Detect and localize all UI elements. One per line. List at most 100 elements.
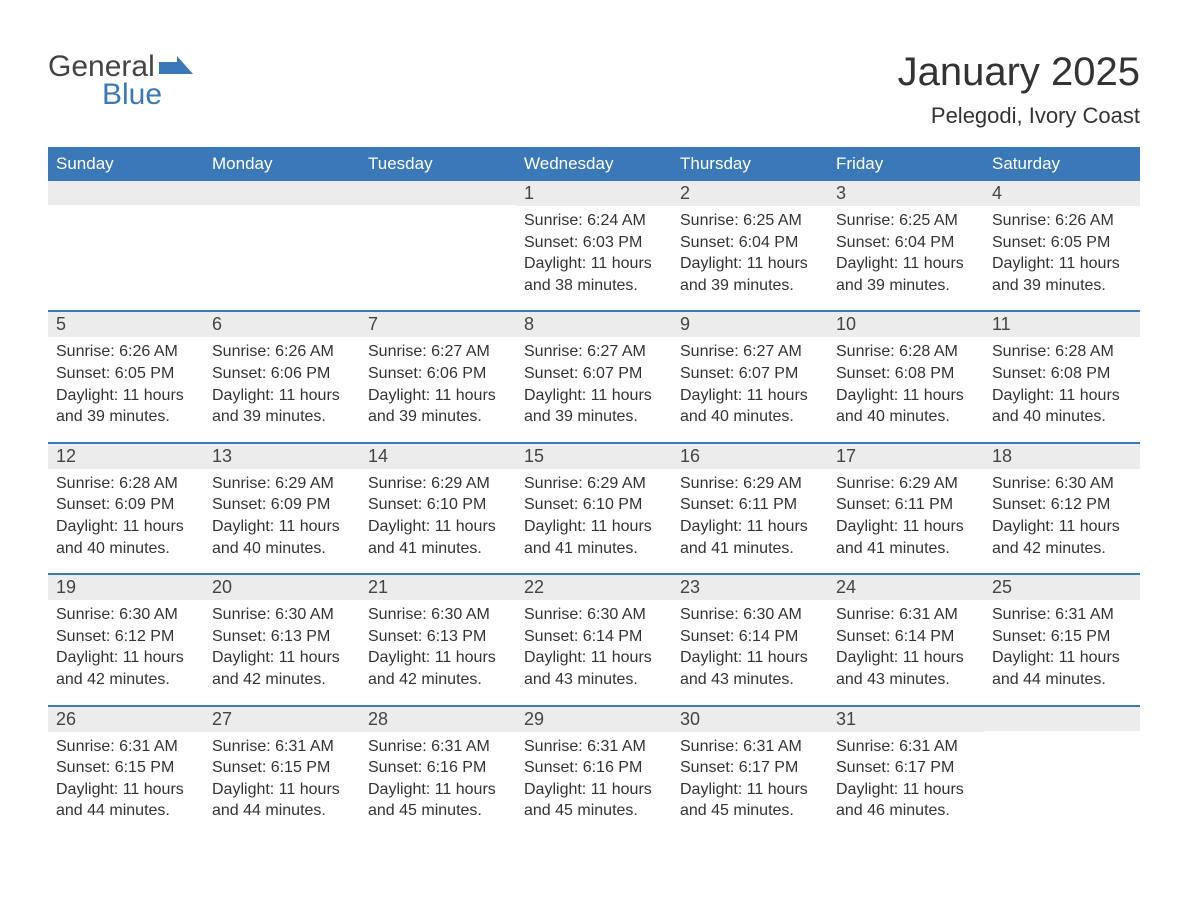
sunrise-text: Sunrise: 6:31 AM xyxy=(524,736,664,758)
sunrise-text: Sunrise: 6:29 AM xyxy=(368,473,508,495)
day-header-wednesday: Wednesday xyxy=(516,147,672,181)
day-header-row: SundayMondayTuesdayWednesdayThursdayFrid… xyxy=(48,147,1140,181)
daylight-text: Daylight: 11 hours and 43 minutes. xyxy=(524,647,664,690)
cell-body: Sunrise: 6:30 AMSunset: 6:13 PMDaylight:… xyxy=(360,600,516,704)
sunrise-text: Sunrise: 6:31 AM xyxy=(680,736,820,758)
sunset-text: Sunset: 6:12 PM xyxy=(56,626,196,648)
logo-word2: Blue xyxy=(102,78,162,112)
day-number: 8 xyxy=(516,312,672,337)
day-number: 27 xyxy=(204,707,360,732)
calendar-cell: 2Sunrise: 6:25 AMSunset: 6:04 PMDaylight… xyxy=(672,181,828,310)
daylight-text: Daylight: 11 hours and 41 minutes. xyxy=(680,516,820,559)
sunrise-text: Sunrise: 6:30 AM xyxy=(368,604,508,626)
daylight-text: Daylight: 11 hours and 40 minutes. xyxy=(56,516,196,559)
calendar-cell: 19Sunrise: 6:30 AMSunset: 6:12 PMDayligh… xyxy=(48,575,204,704)
cell-body: Sunrise: 6:27 AMSunset: 6:06 PMDaylight:… xyxy=(360,337,516,441)
cell-body: Sunrise: 6:27 AMSunset: 6:07 PMDaylight:… xyxy=(516,337,672,441)
day-number: 5 xyxy=(48,312,204,337)
sunset-text: Sunset: 6:04 PM xyxy=(836,232,976,254)
cell-body: Sunrise: 6:29 AMSunset: 6:10 PMDaylight:… xyxy=(516,469,672,573)
sunset-text: Sunset: 6:06 PM xyxy=(212,363,352,385)
sunrise-text: Sunrise: 6:31 AM xyxy=(368,736,508,758)
location: Pelegodi, Ivory Coast xyxy=(898,103,1140,129)
sunrise-text: Sunrise: 6:25 AM xyxy=(680,210,820,232)
sunset-text: Sunset: 6:08 PM xyxy=(992,363,1132,385)
day-number: 24 xyxy=(828,575,984,600)
day-number: 29 xyxy=(516,707,672,732)
month-title: January 2025 xyxy=(898,50,1140,95)
day-header-tuesday: Tuesday xyxy=(360,147,516,181)
day-number xyxy=(984,707,1140,731)
cell-body: Sunrise: 6:25 AMSunset: 6:04 PMDaylight:… xyxy=(672,206,828,310)
daylight-text: Daylight: 11 hours and 41 minutes. xyxy=(836,516,976,559)
sunset-text: Sunset: 6:08 PM xyxy=(836,363,976,385)
daylight-text: Daylight: 11 hours and 39 minutes. xyxy=(56,385,196,428)
daylight-text: Daylight: 11 hours and 40 minutes. xyxy=(212,516,352,559)
header: General Blue January 2025 Pelegodi, Ivor… xyxy=(48,50,1140,129)
cell-body: Sunrise: 6:31 AMSunset: 6:17 PMDaylight:… xyxy=(828,732,984,836)
cell-body xyxy=(360,205,516,223)
cell-body: Sunrise: 6:30 AMSunset: 6:14 PMDaylight:… xyxy=(516,600,672,704)
logo-flag-icon xyxy=(159,56,193,81)
cell-body: Sunrise: 6:29 AMSunset: 6:11 PMDaylight:… xyxy=(672,469,828,573)
cell-body: Sunrise: 6:28 AMSunset: 6:08 PMDaylight:… xyxy=(984,337,1140,441)
calendar-cell: 1Sunrise: 6:24 AMSunset: 6:03 PMDaylight… xyxy=(516,181,672,310)
calendar-cell: 18Sunrise: 6:30 AMSunset: 6:12 PMDayligh… xyxy=(984,444,1140,573)
cell-body: Sunrise: 6:27 AMSunset: 6:07 PMDaylight:… xyxy=(672,337,828,441)
sunrise-text: Sunrise: 6:31 AM xyxy=(836,736,976,758)
cell-body xyxy=(204,205,360,223)
sunset-text: Sunset: 6:07 PM xyxy=(524,363,664,385)
sunrise-text: Sunrise: 6:26 AM xyxy=(992,210,1132,232)
day-number: 28 xyxy=(360,707,516,732)
week-row: 1Sunrise: 6:24 AMSunset: 6:03 PMDaylight… xyxy=(48,181,1140,310)
daylight-text: Daylight: 11 hours and 38 minutes. xyxy=(524,253,664,296)
logo: General Blue xyxy=(48,50,193,112)
day-header-sunday: Sunday xyxy=(48,147,204,181)
sunset-text: Sunset: 6:07 PM xyxy=(680,363,820,385)
calendar-cell: 28Sunrise: 6:31 AMSunset: 6:16 PMDayligh… xyxy=(360,707,516,836)
calendar-cell: 20Sunrise: 6:30 AMSunset: 6:13 PMDayligh… xyxy=(204,575,360,704)
sunrise-text: Sunrise: 6:26 AM xyxy=(56,341,196,363)
day-number: 3 xyxy=(828,181,984,206)
calendar-cell: 10Sunrise: 6:28 AMSunset: 6:08 PMDayligh… xyxy=(828,312,984,441)
sunrise-text: Sunrise: 6:31 AM xyxy=(56,736,196,758)
sunset-text: Sunset: 6:17 PM xyxy=(836,757,976,779)
sunset-text: Sunset: 6:16 PM xyxy=(524,757,664,779)
calendar-cell: 22Sunrise: 6:30 AMSunset: 6:14 PMDayligh… xyxy=(516,575,672,704)
day-number: 23 xyxy=(672,575,828,600)
cell-body: Sunrise: 6:30 AMSunset: 6:12 PMDaylight:… xyxy=(48,600,204,704)
calendar-cell: 27Sunrise: 6:31 AMSunset: 6:15 PMDayligh… xyxy=(204,707,360,836)
day-number: 2 xyxy=(672,181,828,206)
sunset-text: Sunset: 6:10 PM xyxy=(524,494,664,516)
cell-body: Sunrise: 6:24 AMSunset: 6:03 PMDaylight:… xyxy=(516,206,672,310)
sunrise-text: Sunrise: 6:27 AM xyxy=(680,341,820,363)
sunrise-text: Sunrise: 6:26 AM xyxy=(212,341,352,363)
sunrise-text: Sunrise: 6:24 AM xyxy=(524,210,664,232)
day-header-saturday: Saturday xyxy=(984,147,1140,181)
day-number: 26 xyxy=(48,707,204,732)
sunrise-text: Sunrise: 6:28 AM xyxy=(56,473,196,495)
day-number: 1 xyxy=(516,181,672,206)
day-header-thursday: Thursday xyxy=(672,147,828,181)
cell-body: Sunrise: 6:30 AMSunset: 6:14 PMDaylight:… xyxy=(672,600,828,704)
sunset-text: Sunset: 6:05 PM xyxy=(56,363,196,385)
calendar-cell: 30Sunrise: 6:31 AMSunset: 6:17 PMDayligh… xyxy=(672,707,828,836)
daylight-text: Daylight: 11 hours and 39 minutes. xyxy=(368,385,508,428)
daylight-text: Daylight: 11 hours and 41 minutes. xyxy=(524,516,664,559)
sunset-text: Sunset: 6:13 PM xyxy=(212,626,352,648)
cell-body: Sunrise: 6:30 AMSunset: 6:13 PMDaylight:… xyxy=(204,600,360,704)
sunset-text: Sunset: 6:06 PM xyxy=(368,363,508,385)
day-number: 17 xyxy=(828,444,984,469)
sunrise-text: Sunrise: 6:30 AM xyxy=(680,604,820,626)
daylight-text: Daylight: 11 hours and 44 minutes. xyxy=(212,779,352,822)
day-number: 31 xyxy=(828,707,984,732)
sunset-text: Sunset: 6:11 PM xyxy=(680,494,820,516)
calendar-cell: 31Sunrise: 6:31 AMSunset: 6:17 PMDayligh… xyxy=(828,707,984,836)
sunrise-text: Sunrise: 6:30 AM xyxy=(56,604,196,626)
sunset-text: Sunset: 6:17 PM xyxy=(680,757,820,779)
calendar-cell: 6Sunrise: 6:26 AMSunset: 6:06 PMDaylight… xyxy=(204,312,360,441)
calendar-cell: 15Sunrise: 6:29 AMSunset: 6:10 PMDayligh… xyxy=(516,444,672,573)
calendar-cell: 25Sunrise: 6:31 AMSunset: 6:15 PMDayligh… xyxy=(984,575,1140,704)
calendar-cell: 29Sunrise: 6:31 AMSunset: 6:16 PMDayligh… xyxy=(516,707,672,836)
calendar-cell: 13Sunrise: 6:29 AMSunset: 6:09 PMDayligh… xyxy=(204,444,360,573)
